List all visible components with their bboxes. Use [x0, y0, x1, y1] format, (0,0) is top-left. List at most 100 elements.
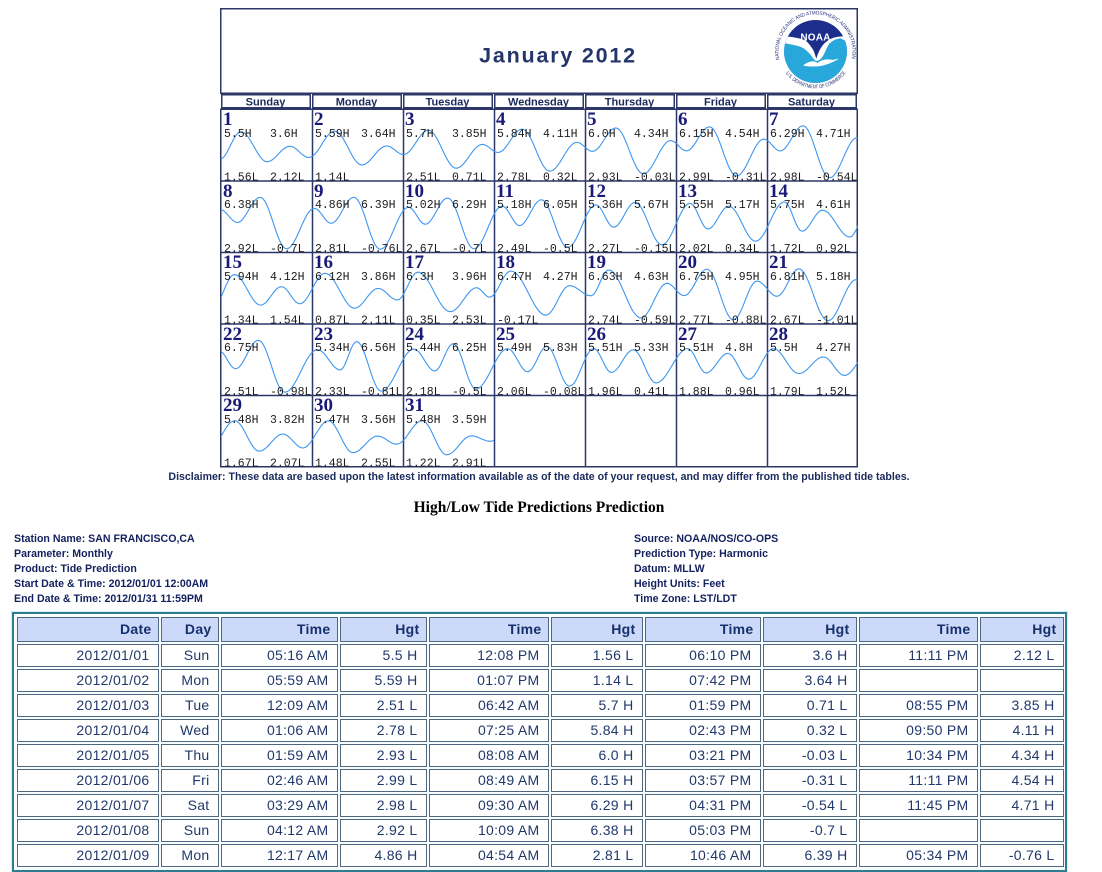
- svg-text:5: 5: [587, 109, 597, 130]
- svg-text:6.38H: 6.38H: [224, 199, 259, 212]
- svg-text:4.86H: 4.86H: [315, 199, 350, 212]
- svg-text:4.11H: 4.11H: [543, 128, 578, 141]
- svg-text:3.6H: 3.6H: [270, 128, 298, 141]
- svg-text:2.77L: 2.77L: [679, 315, 714, 328]
- svg-text:1.96L: 1.96L: [588, 386, 623, 399]
- svg-text:28: 28: [769, 324, 788, 345]
- svg-text:2.92L: 2.92L: [224, 243, 259, 256]
- svg-text:2.33L: 2.33L: [315, 386, 350, 399]
- svg-text:2.81L: 2.81L: [315, 243, 350, 256]
- svg-text:5.17H: 5.17H: [725, 199, 760, 212]
- svg-text:2.02L: 2.02L: [679, 243, 714, 256]
- svg-text:6.0H: 6.0H: [588, 128, 616, 141]
- svg-text:2.98L: 2.98L: [770, 172, 805, 185]
- svg-text:18: 18: [496, 252, 515, 273]
- svg-text:3.64H: 3.64H: [361, 128, 396, 141]
- svg-text:6.47H: 6.47H: [497, 271, 532, 284]
- svg-text:2.55L: 2.55L: [361, 458, 396, 468]
- svg-text:7: 7: [769, 109, 779, 130]
- svg-text:1: 1: [223, 109, 233, 130]
- svg-text:5.75H: 5.75H: [770, 199, 805, 212]
- svg-text:19: 19: [587, 252, 606, 273]
- svg-text:31: 31: [405, 395, 424, 416]
- svg-text:2.07L: 2.07L: [270, 458, 305, 468]
- svg-text:22: 22: [223, 324, 242, 345]
- svg-text:1.72L: 1.72L: [770, 243, 805, 256]
- svg-text:1.79L: 1.79L: [770, 386, 805, 399]
- svg-text:20: 20: [678, 252, 697, 273]
- svg-text:6: 6: [678, 109, 688, 130]
- svg-text:-0.54L: -0.54L: [816, 172, 858, 185]
- svg-text:6.75H: 6.75H: [224, 342, 259, 355]
- svg-text:6.75H: 6.75H: [679, 271, 714, 284]
- svg-text:3.85H: 3.85H: [452, 128, 487, 141]
- svg-text:6.63H: 6.63H: [588, 271, 623, 284]
- svg-text:-0.17L: -0.17L: [497, 315, 539, 328]
- svg-text:-0.15L: -0.15L: [634, 243, 676, 256]
- svg-text:5.18H: 5.18H: [816, 271, 851, 284]
- svg-text:-0.59L: -0.59L: [634, 315, 676, 328]
- svg-text:27: 27: [678, 324, 698, 345]
- svg-text:2.99L: 2.99L: [679, 172, 714, 185]
- svg-text:0.92L: 0.92L: [816, 243, 851, 256]
- svg-text:4.34H: 4.34H: [634, 128, 669, 141]
- svg-text:0.35L: 0.35L: [406, 315, 441, 328]
- svg-text:2.49L: 2.49L: [497, 243, 532, 256]
- svg-text:5.67H: 5.67H: [634, 199, 669, 212]
- svg-text:4.27H: 4.27H: [543, 271, 578, 284]
- svg-text:NOAA: NOAA: [800, 33, 830, 44]
- svg-text:-0.31L: -0.31L: [725, 172, 767, 185]
- svg-text:0.41L: 0.41L: [634, 386, 669, 399]
- svg-text:1.14L: 1.14L: [315, 172, 350, 185]
- svg-text:4.54H: 4.54H: [725, 128, 760, 141]
- svg-text:4.12H: 4.12H: [270, 271, 305, 284]
- svg-text:5.55H: 5.55H: [679, 199, 714, 212]
- svg-text:25: 25: [496, 324, 515, 345]
- svg-text:5.36H: 5.36H: [588, 199, 623, 212]
- svg-text:5.5H: 5.5H: [224, 128, 252, 141]
- svg-text:-0.98L: -0.98L: [270, 386, 312, 399]
- svg-text:-0.5L: -0.5L: [543, 243, 578, 256]
- svg-text:2.27L: 2.27L: [588, 243, 623, 256]
- svg-text:1.34L: 1.34L: [224, 315, 259, 328]
- svg-text:Thursday: Thursday: [605, 96, 655, 108]
- svg-text:4.71H: 4.71H: [816, 128, 851, 141]
- svg-text:Sunday: Sunday: [246, 96, 287, 108]
- svg-text:6.3H: 6.3H: [406, 271, 434, 284]
- svg-text:-1.01L: -1.01L: [816, 315, 858, 328]
- svg-text:1.67L: 1.67L: [224, 458, 259, 468]
- svg-text:Tuesday: Tuesday: [426, 96, 471, 108]
- svg-text:3.96H: 3.96H: [452, 271, 487, 284]
- svg-text:-0.76L: -0.76L: [361, 243, 403, 256]
- svg-text:24: 24: [405, 324, 425, 345]
- svg-text:2.53L: 2.53L: [452, 315, 487, 328]
- svg-text:3.59H: 3.59H: [452, 414, 487, 427]
- svg-text:2.51L: 2.51L: [224, 386, 259, 399]
- svg-text:Wednesday: Wednesday: [508, 96, 570, 108]
- svg-text:23: 23: [314, 324, 333, 345]
- svg-text:2.18L: 2.18L: [406, 386, 441, 399]
- svg-text:1.52L: 1.52L: [816, 386, 851, 399]
- svg-text:5.51H: 5.51H: [588, 342, 623, 355]
- svg-text:5.47H: 5.47H: [315, 414, 350, 427]
- svg-text:5.7H: 5.7H: [406, 128, 434, 141]
- svg-text:0.32L: 0.32L: [543, 172, 578, 185]
- svg-text:10: 10: [405, 181, 424, 202]
- svg-text:6.12H: 6.12H: [315, 271, 350, 284]
- svg-text:15: 15: [223, 252, 242, 273]
- svg-text:Friday: Friday: [704, 96, 738, 108]
- svg-text:5.18H: 5.18H: [497, 199, 532, 212]
- svg-text:5.83H: 5.83H: [543, 342, 578, 355]
- svg-text:5.84H: 5.84H: [497, 128, 532, 141]
- svg-text:2.74L: 2.74L: [588, 315, 623, 328]
- svg-text:-0.7L: -0.7L: [452, 243, 487, 256]
- svg-text:30: 30: [314, 395, 333, 416]
- svg-text:13: 13: [678, 181, 697, 202]
- svg-text:5.34H: 5.34H: [315, 342, 350, 355]
- svg-text:6.05H: 6.05H: [543, 199, 578, 212]
- svg-text:6.29H: 6.29H: [452, 199, 487, 212]
- svg-text:8: 8: [223, 181, 233, 202]
- svg-text:5.94H: 5.94H: [224, 271, 259, 284]
- svg-text:6.29H: 6.29H: [770, 128, 805, 141]
- svg-text:11: 11: [496, 181, 514, 202]
